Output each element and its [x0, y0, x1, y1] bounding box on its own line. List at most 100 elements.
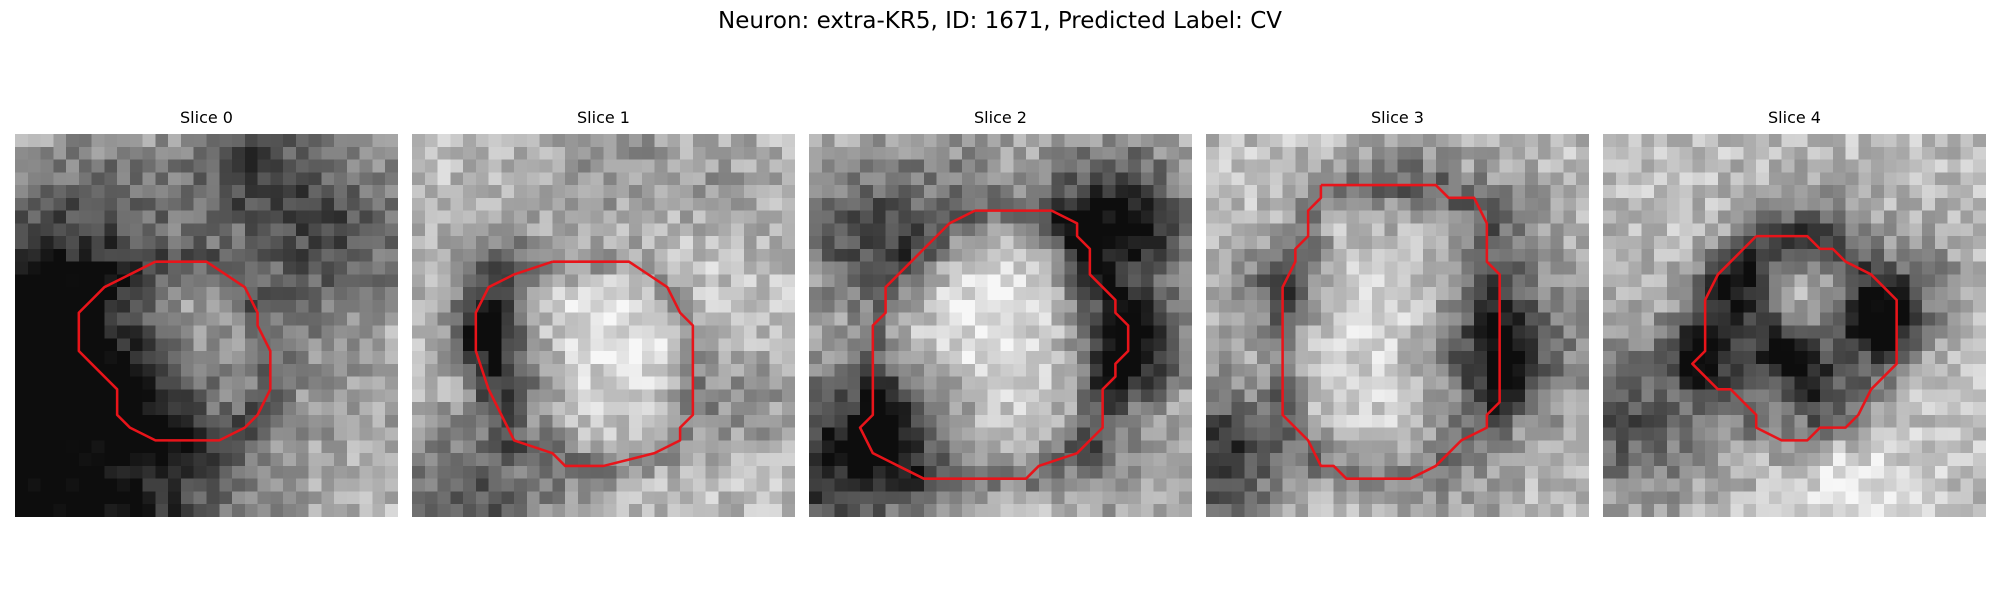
image-pixel — [1448, 465, 1462, 479]
image-pixel — [1666, 248, 1680, 262]
image-pixel — [283, 478, 297, 492]
image-pixel — [1038, 389, 1052, 403]
image-pixel — [142, 197, 156, 211]
image-pixel — [654, 363, 668, 377]
image-pixel — [1947, 351, 1961, 365]
image-pixel — [821, 210, 835, 224]
image-pixel — [1115, 440, 1129, 454]
image-pixel — [463, 325, 477, 339]
image-pixel — [1832, 236, 1846, 250]
image-pixel — [117, 491, 131, 505]
image-pixel — [872, 402, 886, 416]
image-pixel — [1934, 325, 1948, 339]
image-pixel — [321, 491, 335, 505]
image-pixel — [1628, 478, 1642, 492]
image-pixel — [1000, 389, 1014, 403]
image-pixel — [1730, 159, 1744, 173]
image-pixel — [603, 197, 617, 211]
image-pixel — [1231, 185, 1245, 199]
image-pixel — [1423, 363, 1437, 377]
image-pixel — [1051, 261, 1065, 275]
image-pixel — [232, 197, 246, 211]
image-pixel — [872, 338, 886, 352]
image-pixel — [488, 338, 502, 352]
image-pixel — [1371, 363, 1385, 377]
image-pixel — [641, 389, 655, 403]
image-pixel — [552, 185, 566, 199]
image-pixel — [1371, 210, 1385, 224]
image-pixel — [1474, 159, 1488, 173]
image-pixel — [501, 363, 515, 377]
image-pixel — [860, 172, 874, 186]
image-pixel — [654, 312, 668, 326]
image-pixel — [1705, 478, 1719, 492]
image-pixel — [667, 351, 681, 365]
image-pixel — [1153, 478, 1167, 492]
image-pixel — [1269, 299, 1283, 313]
image-pixel — [1089, 402, 1103, 416]
image-pixel — [372, 248, 386, 262]
image-pixel — [1909, 197, 1923, 211]
image-pixel — [1666, 185, 1680, 199]
image-pixel — [1717, 351, 1731, 365]
image-pixel — [40, 210, 54, 224]
image-pixel — [168, 351, 182, 365]
image-pixel — [1922, 440, 1936, 454]
image-pixel — [1461, 402, 1475, 416]
image-pixel — [1654, 402, 1668, 416]
image-pixel — [756, 427, 770, 441]
image-pixel — [1038, 414, 1052, 428]
image-pixel — [1371, 197, 1385, 211]
image-pixel — [949, 223, 963, 237]
image-pixel — [1000, 440, 1014, 454]
image-pixel — [782, 325, 795, 339]
image-pixel — [923, 325, 937, 339]
image-pixel — [705, 363, 719, 377]
image-pixel — [1295, 325, 1309, 339]
image-pixel — [1781, 185, 1795, 199]
image-pixel — [923, 363, 937, 377]
image-pixel — [1603, 376, 1617, 390]
image-pixel — [860, 491, 874, 505]
image-pixel — [577, 146, 591, 160]
image-pixel — [1295, 210, 1309, 224]
image-pixel — [1550, 338, 1564, 352]
image-pixel — [15, 389, 29, 403]
image-pixel — [923, 159, 937, 173]
image-pixel — [552, 414, 566, 428]
image-pixel — [1807, 440, 1821, 454]
image-pixel — [936, 389, 950, 403]
image-pixel — [1628, 146, 1642, 160]
image-pixel — [1231, 427, 1245, 441]
image-pixel — [949, 146, 963, 160]
image-pixel — [117, 465, 131, 479]
image-pixel — [1973, 414, 1986, 428]
image-pixel — [923, 274, 937, 288]
image-pixel — [1628, 261, 1642, 275]
image-pixel — [1166, 363, 1180, 377]
image-pixel — [359, 338, 373, 352]
image-pixel — [193, 172, 207, 186]
image-pixel — [974, 299, 988, 313]
image-pixel — [1064, 478, 1078, 492]
image-pixel — [283, 351, 297, 365]
image-pixel — [142, 210, 156, 224]
image-pixel — [1807, 491, 1821, 505]
image-pixel — [1218, 478, 1232, 492]
image-pixel — [1845, 440, 1859, 454]
image-pixel — [1153, 172, 1167, 186]
image-pixel — [552, 478, 566, 492]
image-pixel — [680, 248, 694, 262]
image-pixel — [372, 478, 386, 492]
image-pixel — [1448, 210, 1462, 224]
image-pixel — [1934, 236, 1948, 250]
image-pixel — [603, 312, 617, 326]
image-pixel — [1128, 146, 1142, 160]
image-pixel — [1537, 325, 1551, 339]
image-pixel — [629, 504, 643, 517]
image-pixel — [295, 172, 309, 186]
image-pixel — [834, 325, 848, 339]
image-pixel — [308, 402, 322, 416]
image-pixel — [193, 325, 207, 339]
image-pixel — [885, 453, 899, 467]
